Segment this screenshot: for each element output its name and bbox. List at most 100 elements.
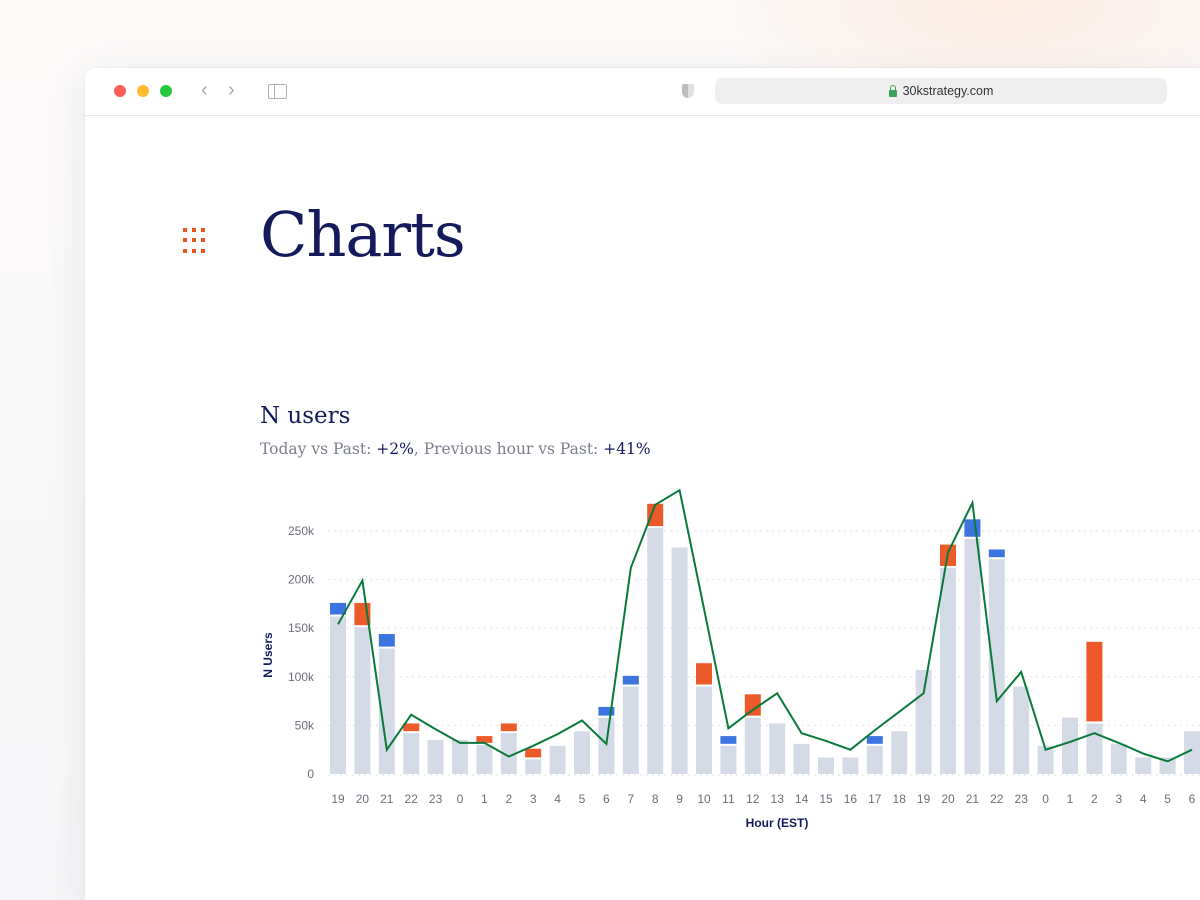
bar-delta-decrease: [696, 663, 712, 685]
maximize-window-button[interactable]: [160, 85, 172, 97]
x-tick-label: 13: [771, 792, 785, 806]
bar-delta-decrease: [744, 694, 761, 716]
x-tick-label: 22: [405, 792, 419, 806]
bar-delta-decrease: [647, 503, 664, 527]
prev-hour-value: +41%: [603, 440, 651, 458]
x-tick-label: 0: [1042, 792, 1049, 806]
separator: ,: [413, 440, 424, 458]
bar: [500, 733, 517, 774]
bar: [1086, 723, 1103, 774]
bar-delta-increase: [720, 736, 737, 744]
bar: [1110, 743, 1127, 774]
bar: [452, 739, 468, 774]
bar: [842, 757, 859, 774]
x-tick-label: 7: [627, 792, 634, 806]
bar-delta-decrease: [525, 748, 542, 758]
bar: [940, 567, 956, 774]
y-tick-label: 100k: [288, 670, 315, 684]
sidebar-toggle-icon[interactable]: [268, 84, 287, 99]
x-tick-label: 3: [530, 792, 537, 806]
x-tick-label: 8: [652, 792, 659, 806]
bar: [988, 559, 1005, 774]
bar: [866, 745, 883, 774]
x-tick-label: 2: [505, 792, 512, 806]
bar: [622, 686, 639, 774]
x-tick-label: 12: [746, 792, 760, 806]
bar: [769, 723, 786, 774]
x-tick-label: 1: [481, 792, 488, 806]
x-tick-label: 6: [603, 792, 610, 806]
browser-toolbar: ‹ › 30kstrategy.com: [85, 68, 1200, 116]
x-tick-label: 5: [1164, 792, 1171, 806]
bar: [598, 717, 615, 774]
bar: [891, 731, 908, 774]
today-label: Today vs Past:: [260, 440, 377, 458]
bar: [744, 717, 761, 774]
x-tick-label: 21: [966, 792, 980, 806]
forward-icon[interactable]: ›: [228, 79, 235, 101]
bar: [1159, 757, 1176, 774]
x-tick-label: 2: [1091, 792, 1098, 806]
today-value: +2%: [376, 440, 414, 458]
bar-delta-increase: [330, 602, 346, 615]
bar: [647, 528, 664, 774]
bar: [1037, 745, 1054, 774]
y-tick-label: 200k: [288, 573, 315, 587]
x-tick-label: 19: [917, 792, 931, 806]
x-tick-label: 23: [429, 792, 443, 806]
bar: [525, 759, 542, 774]
bar: [696, 686, 712, 774]
bar: [427, 739, 444, 774]
trend-line: [337, 488, 1193, 763]
x-tick-label: 1: [1067, 792, 1074, 806]
x-tick-label: 15: [819, 792, 833, 806]
bar: [1013, 686, 1030, 774]
bar: [549, 745, 566, 774]
bar-delta-increase: [378, 634, 395, 647]
x-tick-label: 0: [457, 792, 464, 806]
minimize-window-button[interactable]: [137, 85, 149, 97]
bar-delta-decrease: [500, 723, 517, 732]
bar: [964, 538, 981, 774]
privacy-shield-icon[interactable]: [682, 84, 694, 98]
close-window-button[interactable]: [114, 85, 126, 97]
address-bar[interactable]: 30kstrategy.com: [715, 78, 1167, 104]
back-icon[interactable]: ‹: [201, 79, 208, 101]
bar: [793, 743, 810, 774]
x-tick-label: 21: [380, 792, 394, 806]
dots-grid-icon: [183, 228, 209, 254]
y-tick-label: 50k: [295, 718, 315, 732]
bar-delta-increase: [964, 519, 981, 537]
x-tick-label: 20: [941, 792, 955, 806]
x-tick-label: 20: [356, 792, 370, 806]
bar: [330, 616, 346, 774]
lock-icon: [888, 84, 897, 97]
bar: [476, 744, 493, 774]
bar-delta-increase: [622, 675, 639, 685]
x-tick-label: 23: [1015, 792, 1029, 806]
bar-delta-increase: [598, 706, 615, 716]
bar: [1135, 757, 1152, 774]
bar: [574, 731, 590, 774]
x-tick-label: 14: [795, 792, 809, 806]
bar: [354, 627, 371, 774]
chart-title: N users: [260, 403, 351, 429]
prev-hour-label: Previous hour vs Past:: [423, 440, 604, 458]
x-tick-label: 3: [1115, 792, 1122, 806]
y-tick-label: 250k: [288, 524, 315, 538]
bar: [1062, 717, 1078, 774]
x-tick-label: 10: [697, 792, 711, 806]
bar: [671, 547, 688, 774]
bar: [720, 745, 737, 774]
x-tick-label: 18: [893, 792, 907, 806]
x-tick-label: 17: [868, 792, 882, 806]
x-tick-label: 5: [579, 792, 586, 806]
y-tick-label: 0: [307, 767, 314, 781]
x-tick-label: 4: [1140, 792, 1147, 806]
bar: [403, 733, 420, 774]
x-tick-label: 9: [676, 792, 683, 806]
y-axis-label: N Users: [261, 632, 275, 678]
bar-delta-increase: [988, 549, 1005, 558]
x-tick-label: 6: [1189, 792, 1196, 806]
